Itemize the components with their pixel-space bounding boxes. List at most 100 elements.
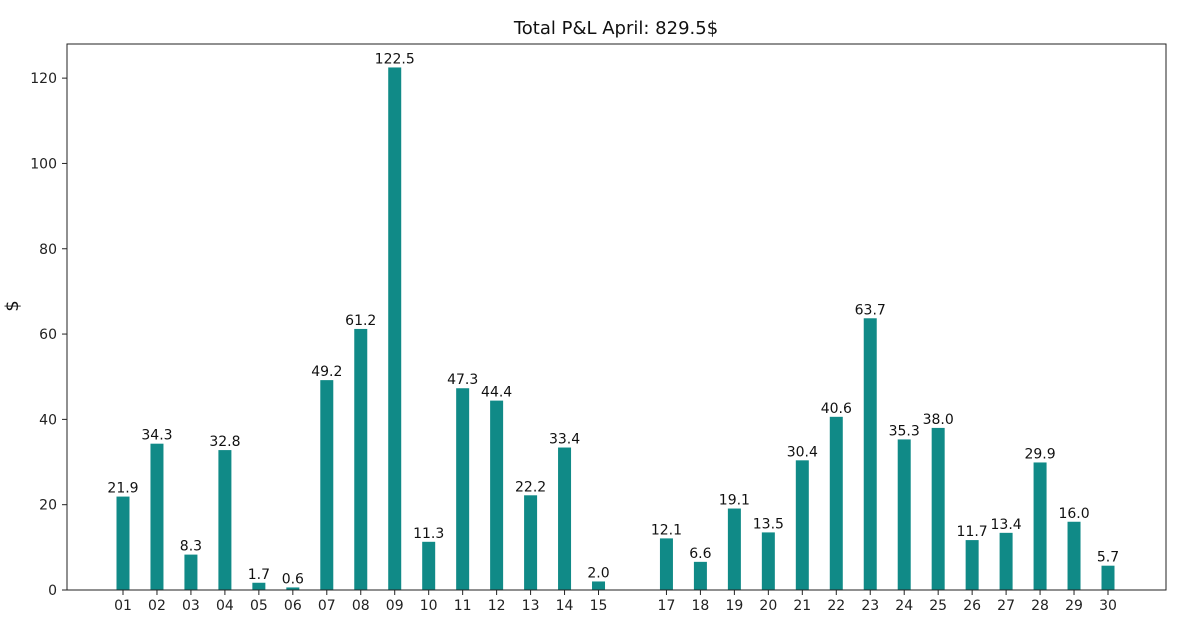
x-tick-label: 11: [454, 598, 472, 614]
chart-title: Total P&L April: 829.5$: [513, 18, 718, 39]
bar-26: [965, 540, 979, 590]
bar-19: [727, 508, 741, 590]
x-tick-label: 01: [114, 598, 132, 614]
bar-value-label: 61.2: [345, 313, 376, 329]
x-tick-label: 13: [522, 598, 540, 614]
bar-value-label: 0.6: [282, 571, 304, 587]
bar-value-label: 32.8: [209, 434, 240, 450]
bar-10: [422, 541, 436, 590]
x-tick-label: 15: [590, 598, 608, 614]
x-axis: 01 02 03 04 05 06 07 08 09 10 11 12 13 14 15 17 18 19 20 21…: [114, 590, 1117, 614]
y-axis-label: $: [2, 300, 23, 311]
x-tick-label: 22: [827, 598, 845, 614]
bar-value-label: 33.4: [549, 432, 580, 448]
bar-20: [761, 532, 775, 590]
x-tick-label: 12: [488, 598, 506, 614]
x-tick-label: 21: [793, 598, 811, 614]
bar-04: [218, 450, 232, 590]
bar-11: [456, 388, 470, 590]
bar-value-label: 38.0: [923, 412, 954, 428]
x-tick-label: 04: [216, 598, 234, 614]
x-tick-label: 27: [997, 598, 1015, 614]
bar-15: [592, 581, 606, 590]
bar-29: [1067, 521, 1081, 590]
bar-value-label: 6.6: [689, 546, 711, 562]
bar-value-label: 13.5: [753, 516, 784, 532]
bar-value-label: 49.2: [311, 364, 342, 380]
x-tick-label: 06: [284, 598, 302, 614]
y-tick-label: 100: [30, 156, 57, 172]
bar-22: [829, 416, 843, 590]
x-tick-label: 09: [386, 598, 404, 614]
bar-01: [116, 496, 130, 590]
y-axis: 0 20 40 60 80 100 120: [30, 71, 67, 599]
bar-value-label: 5.7: [1097, 550, 1119, 566]
bar-value-label: 11.3: [413, 526, 444, 542]
bar-27: [999, 532, 1013, 590]
bar-value-label: 1.7: [248, 567, 270, 583]
x-tick-label: 19: [725, 598, 743, 614]
x-tick-label: 20: [759, 598, 777, 614]
bar-30: [1101, 565, 1115, 590]
x-tick-label: 07: [318, 598, 336, 614]
bar-06: [286, 587, 300, 590]
y-tick-label: 120: [30, 71, 57, 87]
bar-12: [490, 400, 504, 590]
bar-25: [931, 427, 945, 590]
bar-value-label: 122.5: [375, 51, 415, 67]
bar-value-label: 29.9: [1024, 446, 1055, 462]
y-tick-label: 20: [39, 498, 57, 514]
x-tick-label: 02: [148, 598, 166, 614]
x-tick-label: 23: [861, 598, 879, 614]
y-tick-label: 0: [48, 583, 57, 599]
bar-value-label: 12.1: [651, 522, 682, 538]
bar-value-label: 11.7: [957, 524, 988, 540]
bar-value-label: 40.6: [821, 401, 852, 417]
bar-17: [659, 538, 673, 590]
x-tick-label: 29: [1065, 598, 1083, 614]
y-tick-label: 60: [39, 327, 57, 343]
x-tick-label: 26: [963, 598, 981, 614]
x-tick-label: 03: [182, 598, 200, 614]
x-tick-label: 18: [691, 598, 709, 614]
bar-value-label: 30.4: [787, 444, 818, 460]
bar-value-label: 8.3: [180, 539, 202, 555]
bar-value-label: 47.3: [447, 372, 478, 388]
plot-frame: [66, 43, 1167, 591]
bar-28: [1033, 462, 1047, 590]
bars-group: [116, 67, 1115, 590]
x-tick-label: 08: [352, 598, 370, 614]
bar-23: [863, 318, 877, 590]
bar-value-label: 19.1: [719, 493, 750, 509]
bar-value-label: 35.3: [889, 423, 920, 439]
bar-21: [795, 460, 809, 590]
bar-value-label: 22.2: [515, 479, 546, 495]
bar-02: [150, 443, 164, 590]
y-tick-label: 80: [39, 242, 57, 258]
bar-value-label: 13.4: [991, 517, 1022, 533]
bar-value-label: 16.0: [1058, 506, 1089, 522]
bar-03: [184, 554, 198, 590]
bar-08: [354, 328, 368, 590]
bar-18: [693, 561, 707, 590]
bar-05: [252, 582, 266, 590]
bar-value-label: 34.3: [141, 428, 172, 444]
x-tick-label: 10: [420, 598, 438, 614]
x-tick-label: 30: [1099, 598, 1117, 614]
bar-13: [524, 495, 538, 590]
bar-24: [897, 439, 911, 590]
x-tick-label: 05: [250, 598, 268, 614]
bar-09: [388, 67, 402, 590]
bar-07: [320, 380, 334, 590]
bar-value-label: 44.4: [481, 385, 512, 401]
bar-value-label: 21.9: [107, 481, 138, 497]
bar-value-label: 2.0: [587, 565, 609, 581]
x-tick-label: 17: [658, 598, 676, 614]
x-tick-label: 28: [1031, 598, 1049, 614]
x-tick-label: 14: [556, 598, 574, 614]
bar-14: [558, 447, 572, 590]
x-tick-label: 24: [895, 598, 913, 614]
x-tick-label: 25: [929, 598, 947, 614]
bar-labels-group: 21.9 34.3 8.3 32.8 1.7 0.6 49.2 61.2 122.5 11.3 47…: [107, 51, 1119, 587]
